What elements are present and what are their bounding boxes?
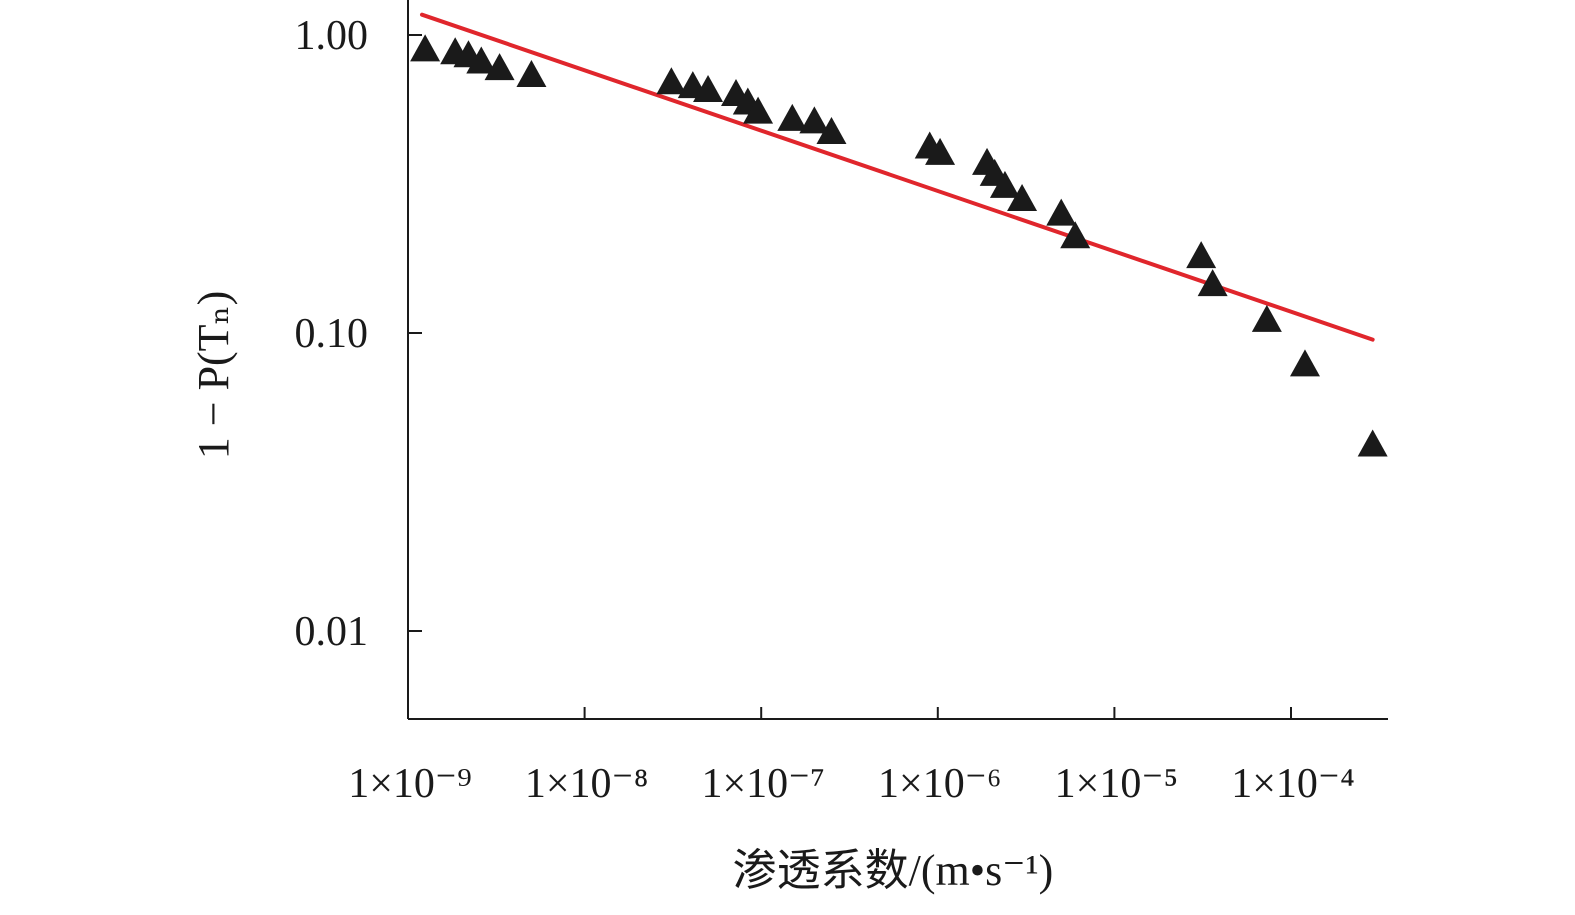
data-point (410, 34, 441, 62)
data-point (1357, 429, 1388, 457)
y-tick-label: 0.01 (295, 609, 369, 655)
y-axis-title: 1 − P(Tₙ) (189, 291, 238, 460)
axes (407, 0, 1388, 720)
data-point (1197, 269, 1228, 297)
x-tick-label: 1×10⁻⁶ (878, 761, 1002, 807)
fit-line-group (419, 12, 1375, 342)
x-axis-title: 渗透系数/(m•s⁻¹) (733, 846, 1054, 895)
y-tick-label: 1.00 (295, 13, 369, 59)
data-point (1251, 304, 1282, 332)
data-point (484, 53, 515, 81)
data-point (1007, 183, 1038, 211)
data-point (466, 46, 497, 74)
data-point (516, 59, 547, 87)
data-point (1289, 349, 1320, 377)
data-point (743, 96, 774, 124)
data-point (777, 103, 808, 131)
x-tick-label: 1×10⁻⁸ (525, 761, 649, 807)
x-ticks: 1×10⁻⁹ 1×10⁻⁸ 1×10⁻⁷ 1×10⁻⁶ 1×10⁻⁵ 1×10⁻⁴ (348, 707, 1355, 807)
x-tick-label: 1×10⁻⁹ (348, 761, 472, 807)
data-point (799, 106, 830, 134)
x-tick-label: 1×10⁻⁷ (701, 761, 825, 807)
x-tick-label: 1×10⁻⁴ (1231, 761, 1355, 807)
data-point (989, 170, 1020, 198)
data-point (693, 75, 724, 103)
data-point (1186, 241, 1217, 269)
y-ticks: 1.00 0.10 0.01 (295, 13, 422, 655)
data-point (816, 116, 847, 144)
fit-line (419, 12, 1375, 342)
data-point (656, 67, 687, 95)
data-point (925, 137, 956, 165)
data-point (1060, 221, 1091, 249)
x-tick-label: 1×10⁻⁵ (1055, 761, 1179, 807)
y-tick-label: 0.10 (295, 311, 369, 357)
data-point (1046, 198, 1077, 226)
data-points (410, 34, 1388, 457)
